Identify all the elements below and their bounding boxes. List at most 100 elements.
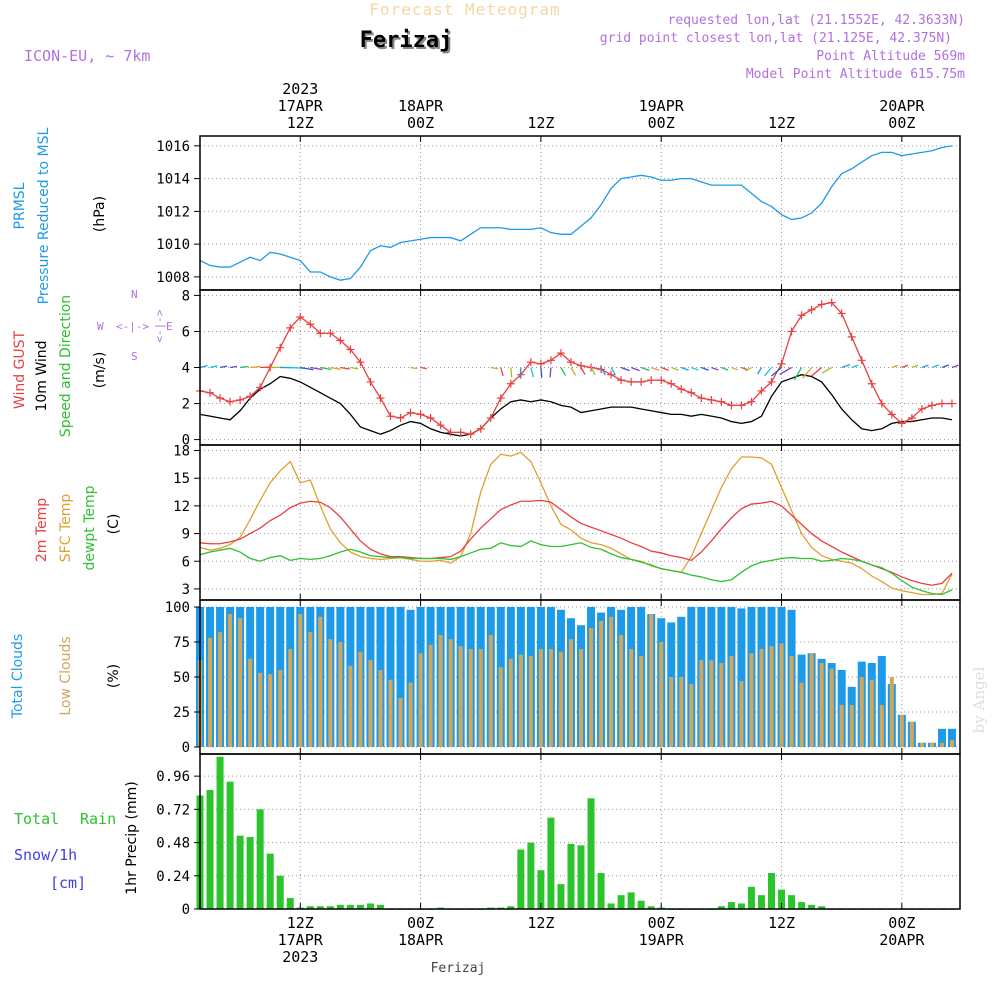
gust-point xyxy=(917,404,926,413)
total-cloud-bar xyxy=(937,728,946,747)
total-cloud-bar xyxy=(386,607,395,747)
total-cloud-bar xyxy=(687,607,696,747)
low-cloud-bar xyxy=(809,653,814,747)
wind-direction-arrow xyxy=(350,366,359,370)
wind-direction-arrow xyxy=(340,366,350,370)
wind-direction-arrow xyxy=(240,365,249,369)
sfc-temp-label: SFC Temp xyxy=(58,494,74,563)
wind-direction-arrow xyxy=(219,365,228,369)
low-cloud-bar xyxy=(819,663,824,747)
precip-bar xyxy=(236,835,244,909)
precip-bar xyxy=(617,895,625,909)
precip-bar xyxy=(346,904,354,909)
pressure-panel-labels: PRMSL Pressure Reduced to MSL (hPa) xyxy=(12,127,108,304)
temp-unit: (C) xyxy=(106,514,122,535)
wind-direction-arrow xyxy=(764,367,773,377)
wind-direction-arrow xyxy=(620,366,630,372)
gust-point xyxy=(827,298,836,307)
bottom-time-label: 17APR xyxy=(278,931,324,949)
wind-direction-arrow xyxy=(811,367,823,377)
y-tick-label: 0.24 xyxy=(156,869,190,885)
low-cloud-bar xyxy=(859,677,864,747)
wind-direction-arrow xyxy=(931,364,939,369)
precip-bar xyxy=(798,902,806,909)
precip-bar xyxy=(778,889,786,909)
low-cloud-bar xyxy=(759,649,764,747)
precip-bar xyxy=(336,904,344,909)
grid-point-coords: grid point closest lon,lat (21.125E, 42.… xyxy=(600,31,952,46)
gust-point xyxy=(396,413,405,422)
low-cloud-bar xyxy=(378,670,383,747)
wind-direction-arrow xyxy=(420,366,427,370)
low-cloud-bar xyxy=(238,618,243,747)
clouds-unit: (%) xyxy=(106,664,122,688)
gust-point xyxy=(687,388,696,397)
precip-bar xyxy=(256,809,264,909)
gust-point xyxy=(416,410,425,419)
wind-direction-arrow xyxy=(711,366,719,371)
low-cloud-bar xyxy=(829,668,834,747)
wind-direction-arrow xyxy=(410,366,418,370)
compass-south: S xyxy=(131,350,138,363)
gust-point xyxy=(697,394,706,403)
cloud-panel-labels: Total Clouds Low Clouds (%) xyxy=(10,634,122,719)
top-time-label: 19APR xyxy=(639,97,685,115)
footer-location: Ferizaj xyxy=(431,961,486,976)
y-tick-label: 100 xyxy=(165,600,190,616)
bottom-time-label: 00Z xyxy=(648,914,675,932)
gust-point xyxy=(536,359,545,368)
wind-direction-arrow xyxy=(793,367,803,381)
gust-point xyxy=(657,376,666,385)
precip-bar xyxy=(597,873,605,909)
gust-point xyxy=(667,379,676,388)
y-tick-label: 3 xyxy=(182,582,190,598)
gust-point xyxy=(326,329,335,338)
wind-direction-arrow xyxy=(802,367,813,379)
top-time-label: 12Z xyxy=(287,114,314,132)
y-tick-label: 9 xyxy=(182,527,190,543)
compass-rose: W <-|-> E <-|-> N S xyxy=(97,288,173,363)
low-cloud-bar xyxy=(398,698,403,747)
low-cloud-bar xyxy=(619,635,624,747)
gust-point xyxy=(807,305,816,314)
gust-point xyxy=(867,379,876,388)
gust-point xyxy=(877,399,886,408)
total-cloud-bar xyxy=(737,608,746,747)
precip-bar xyxy=(286,897,294,909)
low-cloud-bar xyxy=(458,646,463,747)
gust-point xyxy=(637,377,646,386)
low-cloud-bar xyxy=(538,649,543,747)
faded-title: Forecast Meteogram xyxy=(369,0,560,19)
wind-direction-arrow xyxy=(681,366,689,371)
requested-coords: requested lon,lat (21.1552E, 42.3633N) xyxy=(668,13,965,28)
wind-direction-arrow xyxy=(757,367,763,375)
gust-point xyxy=(767,377,776,386)
top-time-label: 00Z xyxy=(888,114,915,132)
gust-point xyxy=(777,359,786,368)
wind-panel-labels: Wind GUST 10m Wind Speed and Direction (… xyxy=(12,288,173,437)
precip-bar xyxy=(747,886,755,909)
wind-direction-arrow xyxy=(771,367,782,377)
gust-point xyxy=(386,412,395,421)
gust-point xyxy=(566,358,575,367)
top-time-label: 00Z xyxy=(407,114,434,132)
gust-series xyxy=(199,301,952,435)
low-cloud-bar xyxy=(689,684,694,747)
y-tick-label: 25 xyxy=(173,705,190,721)
precip-panel-labels: Total Rain Snow/1h [cm] 1hr Precip (mm) xyxy=(14,781,140,894)
watermark: by Angel xyxy=(970,666,988,733)
low-cloud-bar xyxy=(949,740,954,747)
gust-point xyxy=(286,323,295,332)
panel-frame xyxy=(199,135,961,291)
precip-bar xyxy=(356,904,364,909)
low-cloud-bar xyxy=(428,644,433,747)
low-cloud-bar xyxy=(558,651,563,747)
wind-direction-arrow xyxy=(841,363,851,369)
location-title-shadow: Ferizaj xyxy=(362,30,455,55)
gust-point xyxy=(356,358,365,367)
low-clouds-label: Low Clouds xyxy=(58,636,74,715)
low-cloud-bar xyxy=(298,614,303,747)
low-cloud-bar xyxy=(659,642,664,747)
gust-point xyxy=(366,377,375,386)
low-cloud-bar xyxy=(368,660,373,747)
